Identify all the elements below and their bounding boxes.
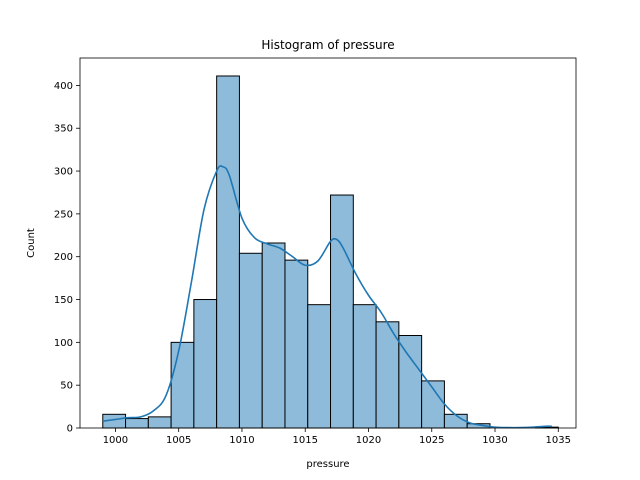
plot-frame — [79, 57, 577, 429]
histogram-bar-2 — [147, 416, 172, 429]
x-tick-label-1015: 1015 — [292, 435, 317, 446]
y-axis-label: Count — [26, 228, 37, 258]
y-axis: 0 50 100 150 200 250 300 350 400 — [54, 81, 80, 435]
x-tick-label-1030: 1030 — [482, 435, 507, 446]
x-tick-label-1005: 1005 — [166, 435, 191, 446]
y-tick-label-200: 200 — [54, 252, 73, 263]
histogram-bar-6 — [238, 252, 263, 429]
y-tick-label-0: 0 — [67, 424, 73, 435]
kde-group — [102, 165, 552, 429]
histogram-bar-5 — [216, 75, 240, 429]
x-tick-label-1035: 1035 — [546, 435, 571, 446]
y-tick-label-100: 100 — [54, 338, 73, 349]
histogram-bar-1 — [125, 418, 149, 429]
x-axis: 1000 1005 1010 1015 1020 1025 1030 1035 — [103, 428, 571, 446]
y-tick-label-50: 50 — [60, 381, 73, 392]
histogram-bar-9 — [307, 304, 332, 429]
y-tick-label-300: 300 — [54, 167, 73, 178]
histogram-bar-7 — [261, 242, 286, 429]
histogram-bar-11 — [352, 304, 377, 429]
y-tick-label-250: 250 — [54, 209, 73, 220]
y-tick-label-350: 350 — [54, 124, 73, 135]
y-tick-label-400: 400 — [54, 81, 73, 92]
kde-line — [102, 165, 552, 429]
x-tick-label-1025: 1025 — [419, 435, 444, 446]
histogram-bar-3 — [170, 341, 195, 429]
chart-title: Histogram of pressure — [261, 38, 394, 52]
bars-group — [102, 75, 559, 429]
histogram-bar-8 — [284, 259, 309, 429]
x-axis-label: pressure — [306, 459, 349, 470]
x-tick-label-1020: 1020 — [356, 435, 381, 446]
x-tick-label-1000: 1000 — [103, 435, 128, 446]
x-tick-label-1010: 1010 — [229, 435, 254, 446]
histogram-bar-4 — [193, 299, 218, 429]
histogram-bar-15 — [443, 413, 468, 429]
histogram-bar-10 — [330, 194, 354, 429]
y-tick-label-150: 150 — [54, 295, 73, 306]
histogram-bar-13 — [398, 335, 423, 429]
